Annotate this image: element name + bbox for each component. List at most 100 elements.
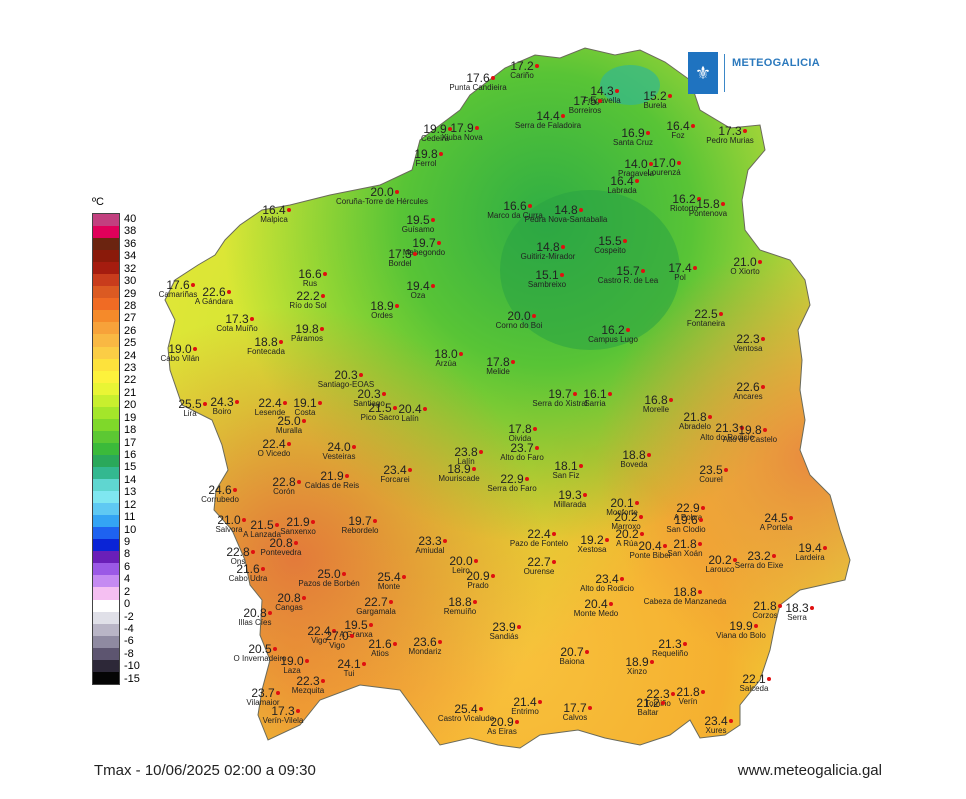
weather-station[interactable]: 20.2A Rúa	[615, 527, 644, 548]
weather-station[interactable]: 22.4O Vicedo	[258, 437, 291, 458]
weather-station[interactable]: 21.5A Lanzada	[243, 518, 281, 539]
weather-station[interactable]: 20.5O Invernadeiro	[234, 642, 287, 663]
weather-station[interactable]: 22.6A Gándara	[195, 285, 234, 306]
weather-station[interactable]: 20.9As Eiras	[487, 715, 519, 736]
weather-station[interactable]: 19.5A Granxa	[339, 618, 373, 639]
weather-station[interactable]: 21.0O Xiorto	[730, 255, 762, 276]
